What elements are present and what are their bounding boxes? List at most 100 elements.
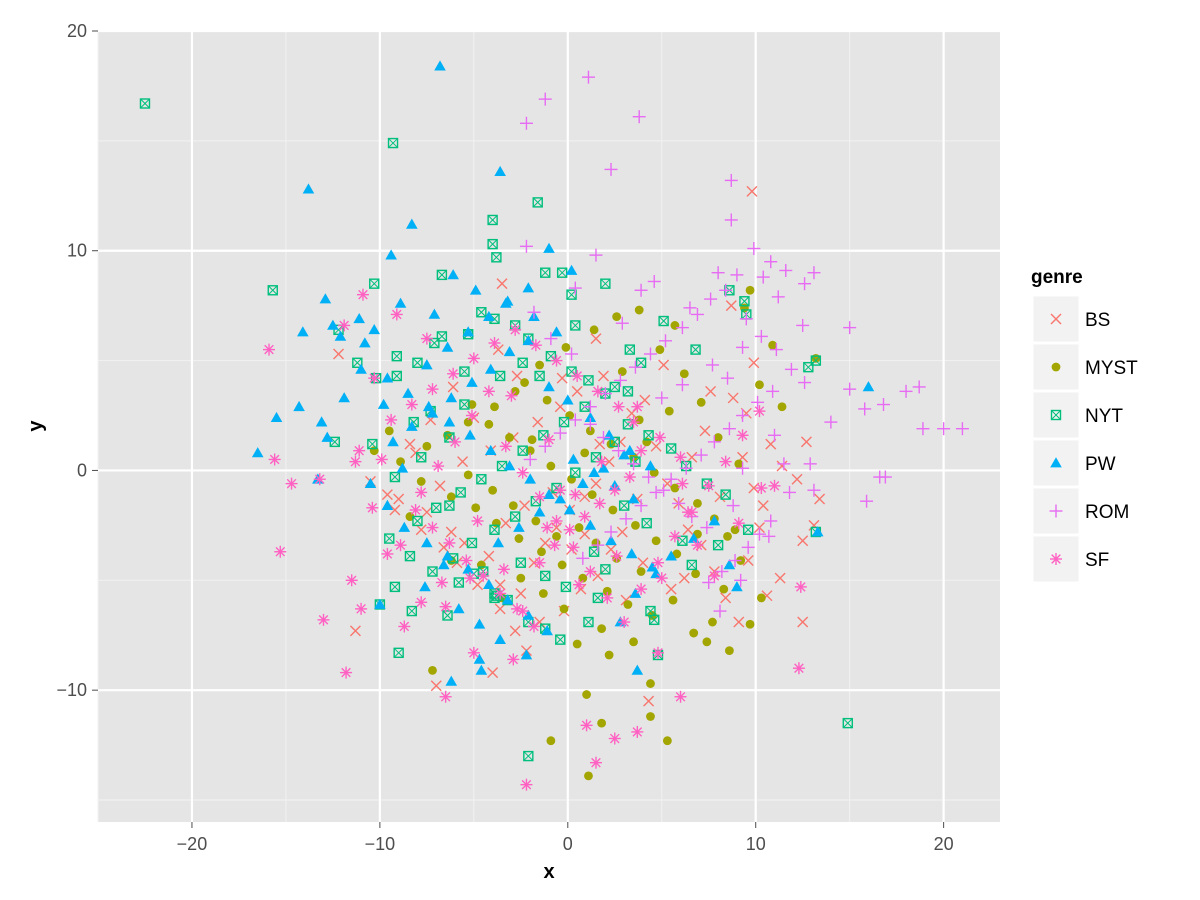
data-point (267, 285, 278, 296)
data-point (730, 268, 744, 282)
data-point (685, 506, 698, 519)
data-point (720, 489, 731, 500)
data-point (445, 392, 458, 403)
data-point (628, 360, 642, 374)
data-point (797, 535, 809, 547)
data-point (794, 580, 807, 593)
data-point (559, 604, 569, 614)
data-point (394, 297, 407, 308)
data-point (515, 587, 527, 599)
data-point (563, 504, 576, 515)
data-point (618, 500, 630, 511)
data-point (535, 360, 545, 370)
data-point (578, 510, 591, 523)
data-point (543, 381, 555, 392)
data-point (412, 515, 423, 527)
data-point (582, 690, 591, 699)
data-point (446, 492, 456, 502)
data-point (560, 581, 572, 593)
data-point (415, 596, 428, 609)
data-point (487, 214, 498, 226)
data-point (748, 357, 760, 369)
data-point (622, 419, 634, 430)
data-point (637, 557, 649, 569)
legend-label: MYST (1085, 358, 1138, 379)
data-point (715, 565, 729, 579)
x-tick-label: 10 (746, 834, 766, 854)
data-point (447, 381, 459, 393)
data-point (618, 616, 631, 629)
data-point (577, 477, 589, 488)
data-point (659, 334, 673, 348)
data-point (708, 569, 721, 582)
data-point (731, 581, 743, 592)
data-point (627, 457, 641, 471)
plot-panel-background (98, 31, 1000, 822)
data-point (568, 281, 582, 295)
data-point (635, 444, 648, 457)
data-point (364, 477, 377, 488)
data-point (387, 137, 399, 149)
data-point (439, 690, 452, 703)
data-point (463, 417, 473, 427)
data-point (561, 343, 571, 352)
legend-label: BS (1085, 310, 1110, 331)
data-point (473, 618, 486, 629)
data-point (734, 459, 744, 469)
data-point (494, 587, 507, 600)
data-point (409, 503, 422, 516)
series-bs (333, 185, 826, 707)
data-point (878, 470, 892, 484)
data-point (636, 567, 646, 576)
data-point (251, 447, 264, 458)
data-point (679, 369, 689, 379)
data-point (398, 521, 411, 532)
data-point (774, 572, 786, 584)
data-point (696, 397, 706, 407)
data-point (588, 546, 600, 557)
data-point (406, 605, 418, 617)
data-point (497, 563, 510, 576)
data-point (702, 576, 716, 590)
data-point (593, 497, 606, 510)
data-point (668, 530, 681, 543)
data-point (329, 436, 340, 448)
legend-label: ROM (1085, 502, 1129, 523)
data-point (670, 321, 680, 330)
data-point (631, 664, 644, 675)
data-point (824, 415, 838, 429)
data-point (634, 283, 648, 297)
data-point (679, 461, 693, 475)
data-point (777, 402, 787, 412)
data-point (768, 340, 778, 350)
data-point (429, 337, 440, 349)
data-point (614, 436, 626, 448)
data-point (538, 439, 552, 453)
x-tick-label: 0 (563, 834, 573, 854)
data-point (862, 381, 875, 392)
data-point (644, 460, 657, 471)
y-tick-label: 10 (67, 241, 87, 261)
legend-key-marker (1049, 504, 1063, 518)
data-point (912, 380, 926, 394)
data-point (509, 323, 522, 336)
data-point (459, 366, 470, 377)
data-point (384, 533, 395, 544)
data-point (807, 483, 821, 497)
data-point (410, 447, 422, 459)
data-point (617, 367, 627, 376)
data-point (436, 269, 448, 281)
data-point (655, 345, 665, 354)
data-point (807, 266, 821, 280)
data-point (766, 384, 780, 398)
data-point (447, 367, 460, 380)
data-point (627, 493, 640, 504)
data-point (587, 490, 597, 500)
x-tick-label: −20 (177, 834, 208, 854)
data-point (596, 430, 610, 444)
data-point (527, 620, 540, 633)
data-point (453, 603, 465, 614)
data-point (705, 358, 719, 372)
legend-item-bs: BS (1032, 295, 1110, 343)
data-point (505, 389, 518, 402)
